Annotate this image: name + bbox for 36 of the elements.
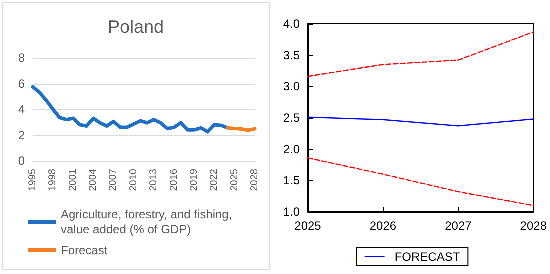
y-tick-label: 1.0	[283, 205, 300, 219]
x-tick-label: 2001	[68, 168, 79, 192]
y-tick-label: 6	[18, 76, 26, 91]
x-tick-label: 2004	[88, 168, 100, 192]
x-tick-label: 2010	[128, 168, 140, 192]
x-tick-label: 2028	[520, 219, 548, 233]
x-tick-label: 1995	[28, 168, 38, 192]
y-tick-label: 1.5	[283, 174, 300, 188]
chart-title: Poland	[108, 17, 164, 37]
x-tick-label: 2026	[370, 219, 397, 233]
y-tick-label: 2.5	[283, 111, 300, 125]
x-tick-label: 2013	[148, 168, 160, 192]
y-tick-label: 0	[18, 154, 26, 168]
line-series	[307, 32, 534, 78]
line-series	[307, 158, 534, 206]
y-tick-label: 4.0	[283, 17, 300, 31]
x-tick-label: 2019	[188, 168, 200, 192]
y-tick-label: 4	[18, 102, 26, 116]
y-tick-label: 3.5	[283, 48, 300, 62]
line-series	[31, 85, 230, 134]
legend-label: Agriculture, forestry, and fishing, value added (% of GDP)	[61, 208, 236, 236]
legend-label: Forecast	[61, 244, 108, 258]
x-tick-label: 2022	[209, 168, 220, 192]
y-tick-label: 8	[18, 51, 26, 65]
legend-label: FORECAST	[394, 250, 461, 264]
y-tick-label: 3.0	[283, 80, 300, 94]
x-tick-label: 1998	[48, 168, 59, 192]
x-tick-label: 2025	[229, 168, 240, 192]
line-series	[307, 116, 534, 127]
x-tick-label: 2025	[294, 219, 322, 233]
x-tick-label: 2028	[250, 168, 260, 192]
x-tick-label: 2016	[168, 168, 180, 192]
x-tick-label: 2007	[108, 168, 120, 192]
y-tick-label: 2	[18, 128, 26, 142]
x-tick-label: 2027	[445, 219, 472, 233]
y-tick-label: 2.0	[283, 142, 300, 156]
